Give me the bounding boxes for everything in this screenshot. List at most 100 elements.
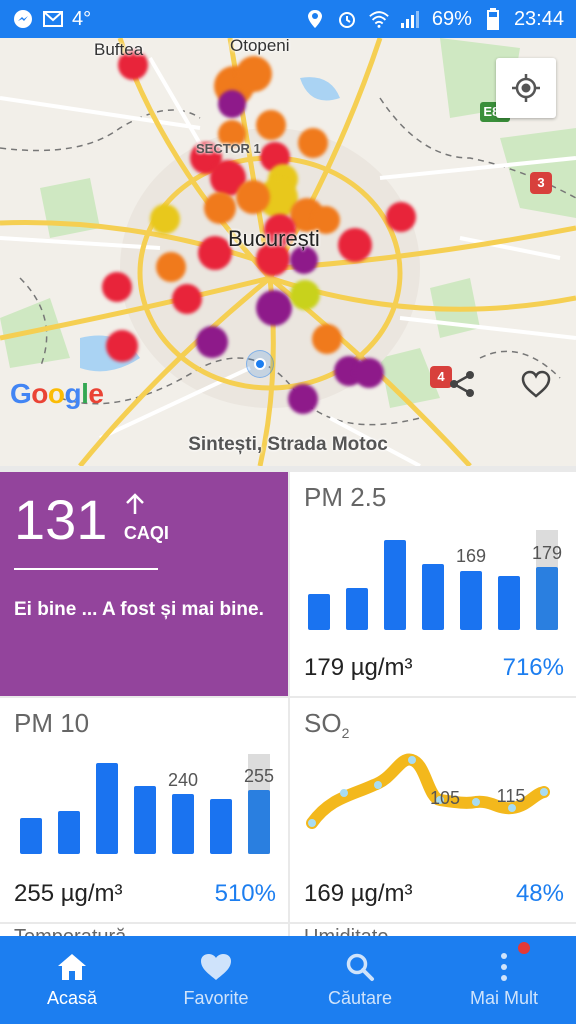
pm25-value: 179 µg/m³ [304,654,413,681]
route-badge-4: 4 [430,366,452,388]
pollution-marker[interactable] [172,284,202,314]
pm10-bar [210,799,232,854]
pm10-bar [20,818,42,854]
pollution-marker[interactable] [106,330,138,362]
so2-percent: 48% [515,880,564,907]
map-label-sector: SECTOR 1 [196,141,261,156]
gmail-icon [42,8,64,30]
pollution-marker[interactable] [156,252,186,282]
so2-value: 169 µg/m³ [304,880,413,907]
pm10-percent: 510% [214,880,276,907]
pollution-marker[interactable] [198,236,232,270]
nav-favorites-label: Favorite [183,987,249,1008]
location-icon [304,8,326,30]
pollution-marker[interactable] [288,384,318,414]
metrics-grid: 131 CAQI Ei bine ... A fost și mai bine.… [0,472,576,944]
caqi-unit: CAQI [123,523,169,543]
temperature: 4° [72,7,92,30]
caqi-divider [14,568,158,570]
battery-icon [482,8,504,30]
my-location-button[interactable] [496,58,556,118]
pollution-marker[interactable] [290,246,318,274]
pollution-map[interactable]: Buftea Otopeni SECTOR 1 București E85 3 … [0,38,576,466]
pm25-title: PM 2.5 [304,482,387,512]
pollution-marker[interactable] [386,202,416,232]
so2-label: 105 [429,788,461,808]
google-logo: Google [10,378,104,409]
pm25-percent: 716% [502,654,564,681]
signal-icon [400,8,422,30]
nav-search-label: Căutare [327,987,393,1008]
pollution-marker[interactable] [236,180,270,214]
pm10-bar [248,790,270,854]
crosshair-icon [512,74,540,102]
pollution-marker[interactable] [298,128,328,158]
share-button[interactable] [440,362,484,406]
battery-percent: 69% [431,7,472,30]
pollution-marker[interactable] [196,326,228,358]
home-icon [58,953,86,980]
pm25-bar [536,567,558,630]
pollution-marker[interactable] [264,214,296,246]
alarm-icon [336,8,358,30]
pollution-marker[interactable] [290,280,320,310]
heart-icon [201,953,231,980]
pollution-marker[interactable] [236,56,272,92]
pm10-value: 255 µg/m³ [14,880,123,907]
wifi-icon [368,8,390,30]
pm25-label: 169 [455,546,487,566]
pollution-marker[interactable] [312,206,340,234]
pollution-marker[interactable] [102,272,132,302]
share-icon [450,371,474,397]
arrow-up-icon [126,493,144,514]
pm10-bar [58,811,80,854]
pollution-marker[interactable] [218,120,246,148]
nav-more[interactable]: Mai Mult [432,936,576,1024]
so2-title-subscript: 2 [341,725,350,742]
pm25-bar [308,594,330,630]
caqi-card[interactable]: 131 CAQI Ei bine ... A fost și mai bine. [0,472,288,696]
nav-favorites[interactable]: Favorite [144,936,288,1024]
pm25-bar [384,540,406,630]
nav-search[interactable]: Căutare [288,936,432,1024]
pm10-bar [172,794,194,854]
nav-home[interactable]: Acasă [0,936,144,1024]
nav-home-label: Acasă [46,987,98,1008]
so2-title: SO2 [304,708,349,741]
map-label-buftea: Buftea [94,40,144,59]
route-badge-3: 3 [530,172,552,194]
so2-card[interactable]: SO2 105 115 169 µg/m³ 48% [290,698,576,922]
pollution-marker[interactable] [354,358,384,388]
so2-label: 115 [496,786,526,806]
more-vert-icon [501,952,507,981]
favorite-button[interactable] [514,362,558,406]
current-location-marker [246,350,274,378]
pollution-marker[interactable] [118,50,148,80]
pollution-marker[interactable] [218,90,246,118]
bottom-navigation: Acasă Favorite Căutare Mai Mult [0,936,576,1024]
pollution-marker[interactable] [150,204,180,234]
pm25-bar [498,576,520,630]
location-name: Sintești, Strada Motoc [188,434,388,455]
caqi-message: Ei bine ... A fost și mai bine. [14,599,264,620]
pollution-marker[interactable] [312,324,342,354]
pm10-card[interactable]: PM 10 240 255 255 µg/m³ 510% [0,698,288,922]
pm25-card[interactable]: PM 2.5 169 179 179 µg/m³ 716% [290,472,576,696]
pm10-bar [134,786,156,854]
pm10-bar [96,763,118,854]
heart-outline-icon [521,370,551,398]
search-icon [346,953,374,981]
pollution-marker[interactable] [256,242,290,276]
pm10-label: 255 [243,766,275,786]
pm25-bar [422,564,444,630]
pollution-marker[interactable] [204,192,236,224]
notification-badge [518,942,530,954]
status-bar: 4° 69% 23:44 [0,0,576,38]
caqi-trend: CAQI [124,492,169,544]
pollution-marker[interactable] [256,290,292,326]
map-label-city: București [228,226,320,251]
pollution-marker[interactable] [256,110,286,140]
messenger-icon [12,8,34,30]
clock: 23:44 [513,7,564,30]
pollution-marker[interactable] [338,228,372,262]
